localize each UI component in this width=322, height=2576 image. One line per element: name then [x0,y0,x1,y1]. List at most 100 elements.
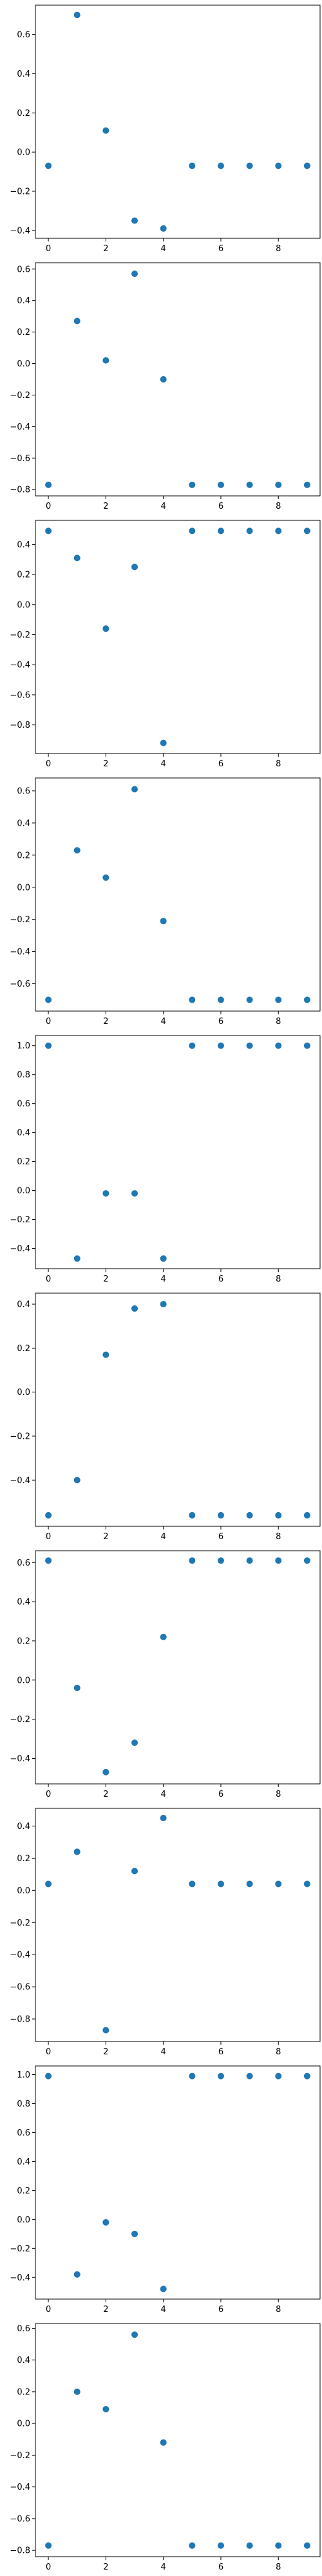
data-point [102,357,109,364]
y-tick-label: −0.4 [10,2483,30,2492]
y-tick-label: −0.4 [10,422,30,432]
data-point [160,376,167,383]
data-point [246,527,253,535]
y-tick-label: 0.0 [17,1186,30,1196]
y-tick-label: −0.6 [10,980,30,989]
y-tick-label: 0.6 [17,786,30,796]
axes-frame [35,1293,321,1527]
data-point [275,527,282,535]
data-point [275,2072,282,2079]
y-tick-label: 0.2 [17,328,30,337]
x-tick-label: 0 [46,1532,51,1542]
y-tick-label: 0.0 [17,2215,30,2225]
scatter-panel-4: 0 2 4 6 8 −0.6 −0.4 −0.2 0.0 0.2 0.4 0.6 [10,777,321,1027]
y-tick-label: 0.6 [17,1099,30,1109]
data-point [275,1511,282,1519]
data-point [246,1880,253,1888]
x-tick-label: 8 [276,1532,281,1542]
x-tick-label: 2 [103,2562,108,2572]
y-tick-label: 0.4 [17,2157,30,2167]
axes-frame [35,1808,321,2042]
x-tick-label: 0 [46,244,51,254]
data-point [102,874,109,881]
y-tick-label: 0.2 [17,1344,30,1354]
data-point [303,996,310,1003]
data-point [303,2542,310,2549]
data-point [160,2286,167,2293]
y-tick-label: 0.8 [17,1070,30,1080]
data-point [131,1305,138,1312]
data-point [275,1880,282,1888]
data-point [73,2271,80,2278]
data-point [303,1042,310,1049]
y-tick-label: 0.0 [17,359,30,369]
y-tick-label: 0.4 [17,540,30,550]
data-point [217,996,224,1003]
data-point [73,1848,80,1855]
axes-frame [35,1550,321,1785]
data-point [246,1511,253,1519]
data-point [189,162,196,169]
axes-frame [35,1035,321,1269]
axes-frame [35,777,321,1012]
data-point [246,162,253,169]
axes-frame [35,262,321,497]
axes-frame [35,2323,321,2557]
x-tick-label: 6 [218,2562,223,2572]
data-point [217,2072,224,2079]
y-tick-label: −0.2 [10,1918,30,1928]
data-point [131,786,138,793]
y-tick-label: −0.2 [10,2451,30,2461]
data-point [102,1190,109,1197]
data-point [131,1739,138,1747]
y-tick-label: 0.4 [17,1300,30,1310]
data-point [246,2072,253,2079]
x-tick-label: 4 [161,2047,166,2057]
x-tick-label: 2 [103,2305,108,2315]
data-point [246,481,253,488]
data-point [131,1868,138,1875]
x-tick-label: 2 [103,1532,108,1542]
data-point [189,1557,196,1564]
data-point [275,162,282,169]
x-tick-label: 4 [161,1532,166,1542]
x-tick-label: 8 [276,2305,281,2315]
y-tick-label: 0.2 [17,2186,30,2196]
data-point [160,918,167,925]
y-tick-label: 0.4 [17,1598,30,1607]
y-tick-label: −0.2 [10,1432,30,1441]
data-point [102,2405,109,2412]
data-point [73,1477,80,1484]
x-tick-label: 8 [276,244,281,254]
y-tick-label: −0.4 [10,947,30,957]
data-point [189,527,196,535]
data-point [131,2230,138,2237]
x-tick-label: 4 [161,1017,166,1027]
x-tick-label: 6 [218,244,223,254]
data-point [303,527,310,535]
y-tick-label: −0.2 [10,391,30,401]
data-point [275,1557,282,1564]
data-point [217,162,224,169]
y-tick-label: 0.6 [17,1558,30,1568]
x-tick-label: 0 [46,502,51,511]
x-tick-label: 4 [161,1274,166,1284]
scatter-panel-6: 0 2 4 6 8 −0.4 −0.2 0.0 0.2 0.4 [10,1293,321,1542]
data-point [217,1042,224,1049]
x-tick-label: 0 [46,2047,51,2057]
y-tick-label: 0.4 [17,2356,30,2365]
data-point [73,847,80,854]
y-tick-label: 0.6 [17,2128,30,2138]
y-tick-label: 0.0 [17,148,30,158]
data-point [73,1684,80,1691]
data-point [131,564,138,571]
y-tick-label: 0.4 [17,819,30,828]
x-tick-label: 2 [103,1790,108,1799]
y-tick-label: −0.6 [10,690,30,700]
y-tick-label: 0.4 [17,1128,30,1138]
y-tick-label: −0.8 [10,2546,30,2556]
data-point [160,1301,167,1308]
data-point [303,1557,310,1564]
y-tick-label: 0.6 [17,265,30,274]
